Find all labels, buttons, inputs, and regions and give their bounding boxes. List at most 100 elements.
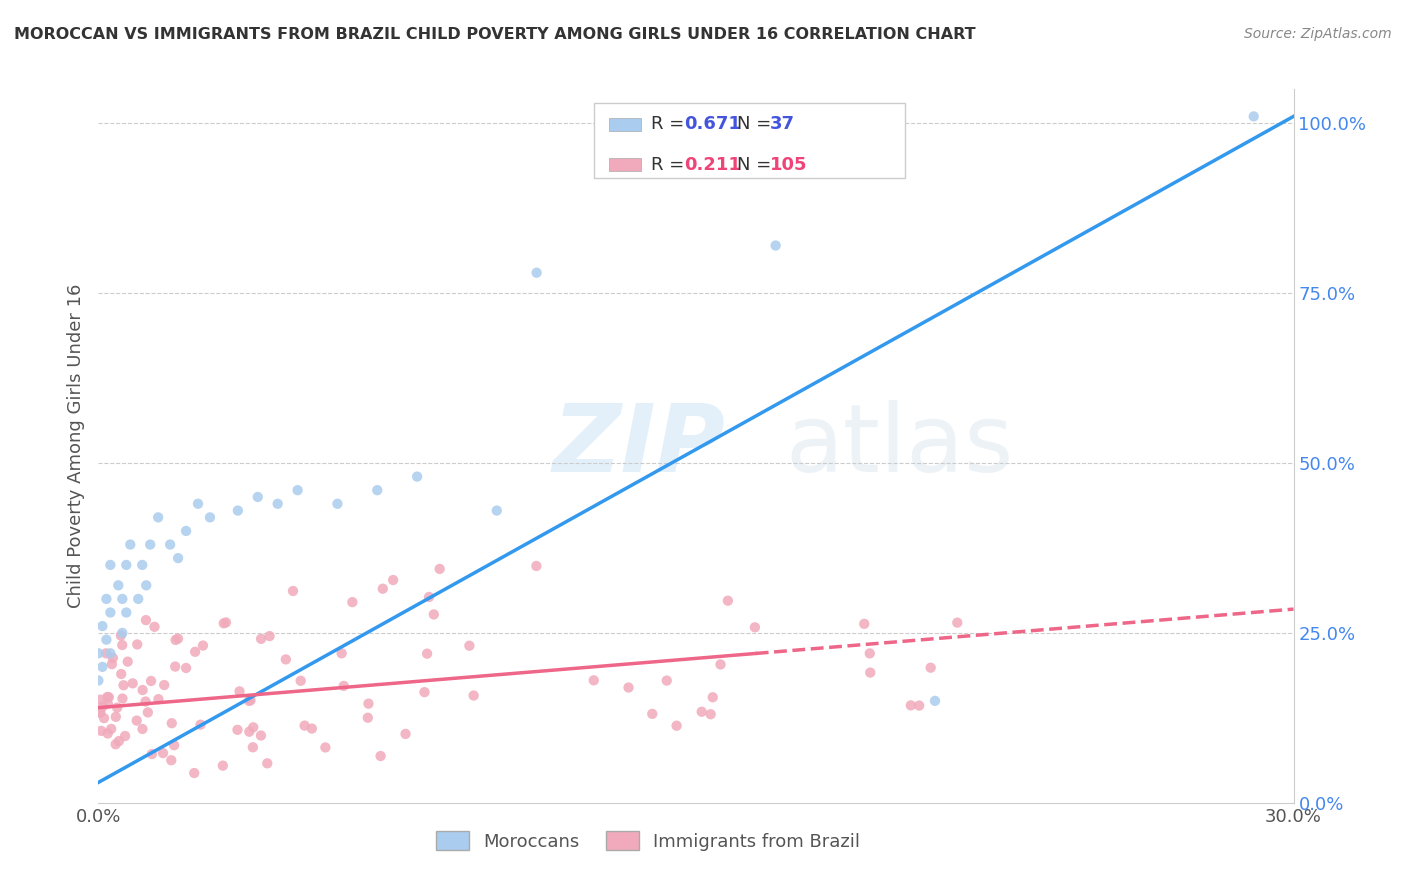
Point <box>111 591 134 606</box>
Point <box>717 593 740 607</box>
Point <box>406 469 429 483</box>
Point <box>617 681 640 695</box>
Point <box>294 718 316 732</box>
Point <box>87 646 110 660</box>
Point <box>290 673 312 688</box>
Point <box>101 657 124 672</box>
Point <box>112 678 135 692</box>
Text: MOROCCAN VS IMMIGRANTS FROM BRAZIL CHILD POVERTY AMONG GIRLS UNDER 16 CORRELATIO: MOROCCAN VS IMMIGRANTS FROM BRAZIL CHILD… <box>14 27 976 42</box>
Point <box>115 558 138 572</box>
Point <box>226 723 249 737</box>
Point <box>98 646 122 660</box>
Point <box>702 690 724 705</box>
Legend: Moroccans, Immigrants from Brazil: Moroccans, Immigrants from Brazil <box>429 824 868 858</box>
Point <box>107 578 129 592</box>
Point <box>920 661 942 675</box>
Point <box>135 694 157 708</box>
Point <box>97 726 120 740</box>
Point <box>184 645 207 659</box>
Point <box>183 766 205 780</box>
Point <box>141 747 163 761</box>
Point <box>198 510 221 524</box>
Text: 0.671: 0.671 <box>685 115 741 133</box>
Point <box>485 503 508 517</box>
Point <box>859 665 882 680</box>
Point <box>135 578 157 592</box>
Point <box>105 700 128 714</box>
Point <box>709 657 731 672</box>
Text: Source: ZipAtlas.com: Source: ZipAtlas.com <box>1244 27 1392 41</box>
Point <box>242 720 264 734</box>
Point <box>121 676 143 690</box>
Point <box>458 639 481 653</box>
Point <box>274 652 297 666</box>
Point <box>582 673 605 688</box>
Point <box>371 582 394 596</box>
Point <box>100 722 122 736</box>
Point <box>94 646 117 660</box>
Point <box>416 647 439 661</box>
Text: R =: R = <box>651 115 689 133</box>
Point <box>110 667 132 681</box>
Point <box>690 705 713 719</box>
Point <box>127 591 149 606</box>
Point <box>187 497 209 511</box>
Point <box>114 729 136 743</box>
FancyBboxPatch shape <box>609 159 641 171</box>
Text: N =: N = <box>737 156 776 174</box>
Point <box>212 616 235 631</box>
Text: 0.211: 0.211 <box>685 156 741 174</box>
Point <box>357 711 380 725</box>
Point <box>332 679 354 693</box>
Point <box>97 697 120 711</box>
Text: atlas: atlas <box>786 400 1014 492</box>
Point <box>699 707 721 722</box>
Point <box>342 595 364 609</box>
Point <box>97 690 120 705</box>
Point <box>136 706 159 720</box>
Point <box>91 660 114 674</box>
Point <box>924 694 946 708</box>
Point <box>765 238 787 252</box>
Point <box>160 753 183 767</box>
Point <box>228 684 250 698</box>
Point <box>242 740 264 755</box>
Point <box>394 727 416 741</box>
Point <box>463 689 485 703</box>
Point <box>104 737 127 751</box>
Point <box>259 629 281 643</box>
Point <box>131 683 153 698</box>
Point <box>174 661 197 675</box>
Point <box>127 637 149 651</box>
Text: N =: N = <box>737 115 776 133</box>
Point <box>98 606 122 620</box>
Point <box>108 734 131 748</box>
Point <box>101 651 124 665</box>
Point <box>131 722 153 736</box>
Point <box>139 537 162 551</box>
Point <box>215 615 238 630</box>
Point <box>287 483 309 498</box>
Point <box>655 673 678 688</box>
Point <box>330 646 353 660</box>
Point <box>163 738 186 752</box>
Point <box>89 706 111 720</box>
Point <box>159 537 181 551</box>
Point <box>165 659 187 673</box>
Point <box>111 626 134 640</box>
Point <box>191 639 214 653</box>
Point <box>370 749 392 764</box>
Point <box>104 710 127 724</box>
Point <box>1243 109 1265 123</box>
Point <box>143 620 166 634</box>
Point <box>246 490 269 504</box>
Point <box>900 698 922 713</box>
Point <box>526 266 548 280</box>
Point <box>91 699 114 714</box>
Point <box>190 717 212 731</box>
Point <box>91 619 114 633</box>
Point <box>167 551 190 566</box>
FancyBboxPatch shape <box>595 103 905 178</box>
Point <box>153 678 176 692</box>
Point <box>139 673 162 688</box>
